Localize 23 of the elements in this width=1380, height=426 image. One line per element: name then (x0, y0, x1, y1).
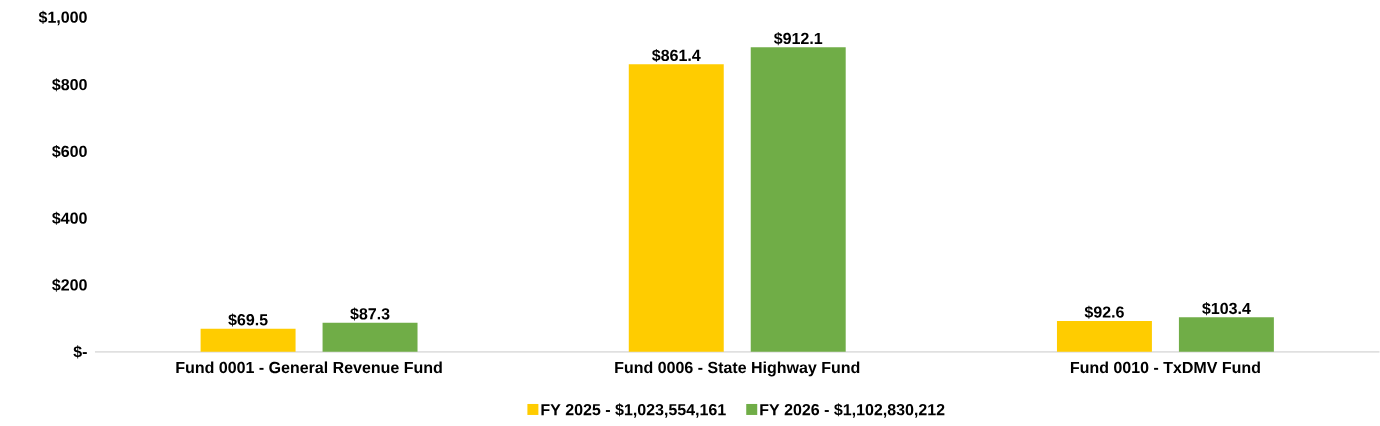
legend-label: FY 2026 - $1,102,830,212 (760, 403, 945, 418)
bar (750, 47, 846, 352)
y-tick-label: $- (73, 345, 87, 359)
data-label: $103.4 (1202, 302, 1251, 316)
data-label: $87.3 (350, 307, 390, 321)
bar (1056, 321, 1152, 352)
bar (628, 64, 724, 352)
bar (322, 322, 418, 352)
y-tick-label: $800 (52, 78, 87, 92)
x-tick-label: Fund 0010 - TxDMV Fund (1070, 361, 1260, 374)
data-label: $92.6 (1084, 305, 1124, 319)
data-label: $69.5 (228, 313, 268, 327)
legend-label: FY 2025 - $1,023,554,161 (541, 403, 726, 418)
data-label: $861.4 (652, 49, 701, 63)
y-tick-label: $1,000 (38, 10, 87, 26)
y-tick-label: $400 (52, 211, 87, 225)
y-tick-label: $200 (52, 278, 87, 292)
data-label: $912.1 (773, 32, 823, 46)
x-tick-label: Fund 0001 - General Revenue Fund (176, 361, 442, 374)
y-tick-label: $600 (52, 145, 87, 159)
bar (1178, 317, 1274, 352)
bar (200, 328, 296, 352)
x-tick-label: Fund 0006 - State Highway Fund (615, 361, 860, 377)
